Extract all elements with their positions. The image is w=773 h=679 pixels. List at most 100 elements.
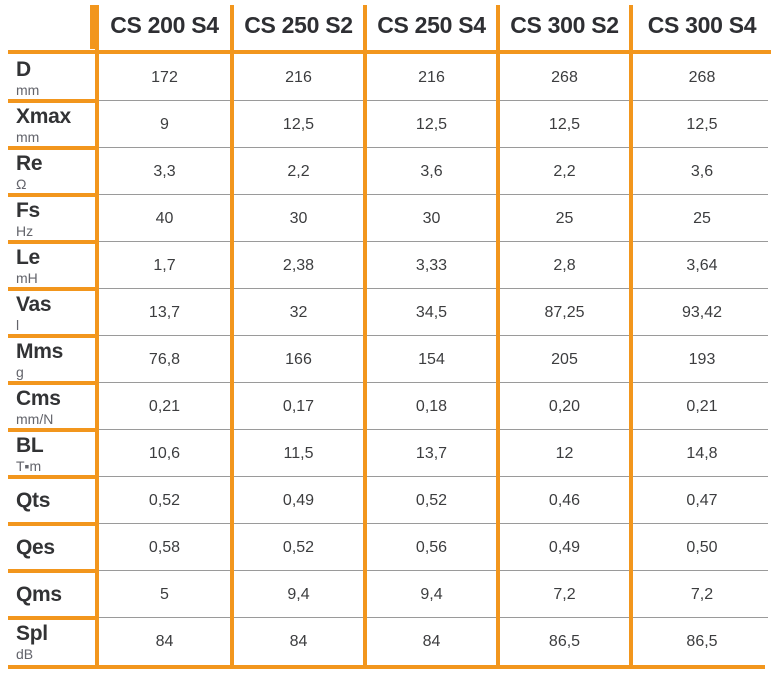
value-cell: 0,21 xyxy=(148,397,181,415)
value-cell: 25 xyxy=(693,209,711,227)
value-cell: 166 xyxy=(285,350,312,368)
param-name: Qts xyxy=(16,489,51,512)
param-label-cell: Spl dB xyxy=(0,618,97,665)
param-name: Qes xyxy=(16,536,55,559)
value-cell: 9,4 xyxy=(287,585,310,603)
value-cell: 86,5 xyxy=(548,632,581,650)
value-cell: 2,38 xyxy=(282,256,315,274)
value-cell: 0,58 xyxy=(148,538,181,556)
param-name: Cms xyxy=(16,386,61,410)
table-row-fs: Fs Hz 40 30 30 25 25 xyxy=(0,193,773,242)
table-row-qms: Qms 5 9,4 9,4 7,2 7,2 xyxy=(0,569,773,618)
column-divider-line xyxy=(230,5,234,668)
param-unit: l xyxy=(16,316,20,333)
value-cell: 2,2 xyxy=(287,162,310,180)
value-cell: 84 xyxy=(422,632,441,650)
column-header-cs250s2: CS 250 S2 xyxy=(244,11,353,38)
value-cell: 0,52 xyxy=(282,538,315,556)
value-cell: 9,4 xyxy=(420,585,443,603)
value-cell: 193 xyxy=(688,350,716,368)
param-name: Xmax xyxy=(16,104,71,128)
value-cell: 30 xyxy=(422,209,441,227)
column-header-cs200s4: CS 200 S4 xyxy=(110,11,219,38)
param-name: Mms xyxy=(16,339,63,363)
param-label-cell: BL T▪m xyxy=(0,430,97,477)
value-cell: 3,3 xyxy=(153,162,176,180)
value-cell: 268 xyxy=(551,68,578,86)
param-name: Re xyxy=(16,151,43,175)
corner-cell xyxy=(0,0,97,50)
value-cell: 84 xyxy=(289,632,308,650)
value-cell: 2,2 xyxy=(553,162,576,180)
value-cell: 87,25 xyxy=(544,303,585,321)
value-cell: 0,21 xyxy=(686,397,718,415)
header-row: CS 200 S4 CS 250 S2 CS 250 S4 CS 300 S2 … xyxy=(0,0,773,50)
value-cell: 3,6 xyxy=(690,162,714,180)
value-cell: 14,8 xyxy=(686,444,718,462)
param-name: D xyxy=(16,57,31,81)
value-cell: 40 xyxy=(155,209,174,227)
value-cell: 34,5 xyxy=(415,303,448,321)
param-unit: mH xyxy=(16,269,38,286)
param-label-cell: Vas l xyxy=(0,289,97,336)
value-cell: 0,52 xyxy=(148,491,181,509)
value-cell: 3,64 xyxy=(686,256,718,274)
param-label-cell: Qes xyxy=(0,524,97,571)
value-cell: 12,5 xyxy=(415,115,448,133)
value-cell: 268 xyxy=(688,68,716,86)
value-cell: 1,7 xyxy=(153,256,176,274)
param-label-cell: Fs Hz xyxy=(0,195,97,242)
value-cell: 12,5 xyxy=(282,115,315,133)
column-header-cs300s4: CS 300 S4 xyxy=(647,11,757,38)
value-cell: 25 xyxy=(555,209,574,227)
table-row-qts: Qts 0,52 0,49 0,52 0,46 0,47 xyxy=(0,475,773,524)
param-label-cell: Re Ω xyxy=(0,148,97,195)
value-cell: 0,50 xyxy=(686,538,718,556)
value-cell: 216 xyxy=(418,68,445,86)
value-cell: 11,5 xyxy=(283,444,314,462)
value-cell: 30 xyxy=(289,209,308,227)
column-header-cs250s4: CS 250 S4 xyxy=(377,11,486,38)
table-row-vas: Vas l 13,7 32 34,5 87,25 93,42 xyxy=(0,287,773,336)
param-unit: mm xyxy=(16,81,40,98)
value-cell: 13,7 xyxy=(148,303,181,321)
param-label-cell: Qms xyxy=(0,571,97,618)
param-unit: Hz xyxy=(16,222,34,239)
param-label-cell: D mm xyxy=(0,54,97,101)
table-row-xmax: Xmax mm 9 12,5 12,5 12,5 12,5 xyxy=(0,99,773,148)
param-label-cell: Mms g xyxy=(0,336,97,383)
table-row-re: Re Ω 3,3 2,2 3,6 2,2 3,6 xyxy=(0,146,773,195)
param-label-cell: Xmax mm xyxy=(0,101,97,148)
param-label-cell: Le mH xyxy=(0,242,97,289)
param-label-cell: Qts xyxy=(0,477,97,524)
table-row-mms: Mms g 76,8 166 154 205 193 xyxy=(0,334,773,383)
value-cell: 32 xyxy=(289,303,308,321)
param-label-cell: Cms mm/N xyxy=(0,383,97,430)
param-name: Spl xyxy=(16,621,48,645)
value-cell: 0,18 xyxy=(415,397,448,415)
value-cell: 2,8 xyxy=(553,256,576,274)
table-row-qes: Qes 0,58 0,52 0,56 0,49 0,50 xyxy=(0,522,773,571)
table-row-cms: Cms mm/N 0,21 0,17 0,18 0,20 0,21 xyxy=(0,381,773,430)
param-name: BL xyxy=(16,433,44,457)
value-cell: 0,46 xyxy=(548,491,581,509)
column-divider-line xyxy=(629,5,633,668)
header-divider-line xyxy=(90,5,97,49)
value-cell: 0,52 xyxy=(415,491,448,509)
value-cell: 0,17 xyxy=(282,397,315,415)
value-cell: 0,49 xyxy=(548,538,581,556)
value-cell: 154 xyxy=(418,350,445,368)
value-cell: 0,49 xyxy=(282,491,315,509)
param-name: Le xyxy=(16,245,40,269)
value-cell: 0,20 xyxy=(548,397,581,415)
value-cell: 216 xyxy=(285,68,312,86)
value-cell: 86,5 xyxy=(686,632,718,650)
column-divider-line xyxy=(95,5,99,668)
param-name: Qms xyxy=(16,583,62,606)
value-cell: 7,2 xyxy=(553,585,576,603)
value-cell: 12,5 xyxy=(686,115,718,133)
value-cell: 205 xyxy=(551,350,578,368)
column-header-cs300s2: CS 300 S2 xyxy=(510,11,619,38)
table-row-d: D mm 172 216 216 268 268 xyxy=(0,54,773,101)
